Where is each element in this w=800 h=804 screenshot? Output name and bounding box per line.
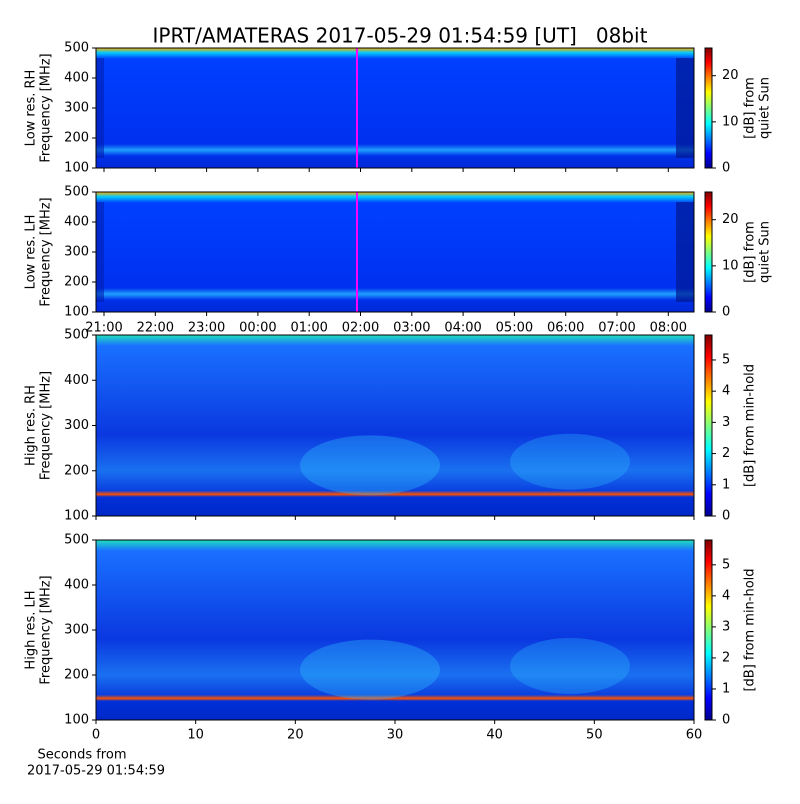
y-axis-label: High res. RH	[24, 385, 39, 466]
colorbar-tick-label: 0	[722, 713, 730, 728]
colorbar-label: quiet Sun	[758, 221, 773, 283]
y-axis-label: High res. LH	[24, 590, 39, 669]
x-tick-label: 04:00	[444, 321, 481, 336]
colorbar-tick-label: 20	[722, 212, 739, 227]
colorbar-tick-label: 0	[722, 305, 730, 320]
spectrogram-edge	[96, 202, 104, 302]
colorbar-tick-label: 0	[722, 161, 730, 176]
colorbar-tick-label: 4	[722, 588, 730, 603]
x-tick-label: 22:00	[137, 321, 174, 336]
colorbar-tick-label: 2	[722, 650, 730, 665]
colorbar-label: quiet Sun	[758, 77, 773, 139]
spectrogram-glow	[300, 639, 440, 700]
y-tick-label: 500	[64, 41, 89, 56]
colorbar	[704, 334, 713, 517]
colorbar-tick-label: 1	[722, 681, 730, 696]
colorbar-tick-label: 4	[722, 384, 730, 399]
spectrogram-edge	[96, 58, 104, 158]
x-axis-label: 2017-05-29 01:54:59	[27, 764, 165, 779]
colorbar-tick-label: 10	[722, 258, 739, 273]
x-tick-label: 50	[586, 728, 603, 743]
y-tick-label: 100	[64, 713, 89, 728]
x-tick-label: 40	[486, 728, 503, 743]
y-tick-label: 100	[64, 509, 89, 524]
colorbar	[704, 47, 713, 169]
y-tick-label: 300	[64, 245, 89, 260]
y-tick-label: 500	[64, 328, 89, 343]
y-tick-label: 500	[64, 185, 89, 200]
colorbar-tick-label: 5	[722, 352, 730, 367]
x-axis-label: Seconds from	[37, 748, 126, 763]
y-tick-label: 300	[64, 418, 89, 433]
y-axis-label: Low res. RH	[24, 70, 39, 147]
y-axis-label: Low res. LH	[24, 215, 39, 290]
x-tick-label: 10	[187, 728, 204, 743]
colorbar	[704, 191, 713, 313]
x-tick-label: 0	[92, 728, 100, 743]
y-tick-label: 100	[64, 161, 89, 176]
x-tick-label: 21:00	[85, 321, 122, 336]
x-tick-label: 03:00	[393, 321, 430, 336]
spectrogram-glow	[510, 433, 630, 490]
y-tick-label: 200	[64, 668, 89, 683]
colorbar-tick-label: 0	[722, 509, 730, 524]
y-tick-label: 400	[64, 71, 89, 86]
colorbar-tick-label: 2	[722, 446, 730, 461]
y-tick-label: 200	[64, 275, 89, 290]
x-tick-label: 05:00	[496, 321, 533, 336]
colorbar-label: [dB] from min-hold	[743, 364, 758, 487]
colorbar-tick-label: 10	[722, 114, 739, 129]
y-tick-label: 400	[64, 578, 89, 593]
spectrogram	[96, 540, 694, 720]
colorbar-tick-label: 20	[722, 68, 739, 83]
x-tick-label: 01:00	[290, 321, 327, 336]
spectrogram	[96, 48, 694, 168]
spectrogram-glow	[300, 435, 440, 496]
colorbar-label: [dB] from	[743, 77, 758, 139]
y-tick-label: 200	[64, 131, 89, 146]
x-tick-label: 30	[387, 728, 404, 743]
y-axis-label: Frequency [MHz]	[39, 197, 54, 306]
x-tick-label: 08:00	[650, 321, 687, 336]
colorbar	[704, 539, 713, 721]
y-axis-label: Frequency [MHz]	[39, 371, 54, 480]
spectrogram-edge	[676, 202, 694, 302]
y-tick-label: 300	[64, 101, 89, 116]
y-axis-label: Frequency [MHz]	[39, 575, 54, 684]
spectrogram-edge	[676, 58, 694, 158]
colorbar-tick-label: 5	[722, 557, 730, 572]
colorbar-tick-label: 3	[722, 415, 730, 430]
colorbar-label: [dB] from min-hold	[743, 568, 758, 691]
spectrogram	[96, 192, 694, 312]
y-tick-label: 300	[64, 623, 89, 638]
x-tick-label: 23:00	[188, 321, 225, 336]
y-tick-label: 400	[64, 215, 89, 230]
y-tick-label: 100	[64, 305, 89, 320]
x-tick-label: 06:00	[547, 321, 584, 336]
y-tick-label: 500	[64, 533, 89, 548]
y-axis-label: Frequency [MHz]	[39, 53, 54, 162]
colorbar-tick-label: 3	[722, 619, 730, 634]
y-tick-label: 400	[64, 373, 89, 388]
chart-title: IPRT/AMATERAS 2017-05-29 01:54:59 [UT] 0…	[153, 24, 648, 48]
x-tick-label: 07:00	[598, 321, 635, 336]
y-tick-label: 200	[64, 463, 89, 478]
spectrogram	[96, 335, 694, 516]
x-tick-label: 00:00	[239, 321, 276, 336]
colorbar-tick-label: 1	[722, 477, 730, 492]
x-tick-label: 60	[686, 728, 703, 743]
x-tick-label: 20	[287, 728, 304, 743]
colorbar-label: [dB] from	[743, 221, 758, 283]
spectrogram-glow	[510, 638, 630, 694]
x-tick-label: 02:00	[342, 321, 379, 336]
